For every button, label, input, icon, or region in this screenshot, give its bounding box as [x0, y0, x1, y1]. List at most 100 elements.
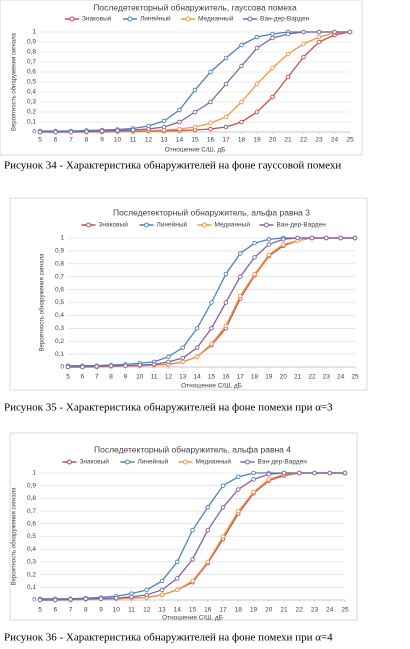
x-tick-label: 25	[351, 374, 359, 381]
x-axis-title: Отношение С/Ш, дБ	[162, 615, 223, 622]
data-point	[352, 235, 358, 241]
data-point	[137, 362, 142, 368]
data-point	[285, 51, 291, 57]
legend-marker	[127, 16, 133, 22]
y-tick-label: 0,7	[27, 508, 36, 515]
data-point	[151, 362, 157, 367]
data-point	[235, 487, 241, 492]
data-point	[159, 592, 165, 598]
y-tick-label: 0,6	[27, 521, 36, 528]
data-point	[205, 559, 210, 565]
x-tick-label: 7	[69, 137, 73, 144]
data-point	[208, 69, 213, 75]
legend-marker	[86, 222, 91, 228]
y-tick-label: 0,5	[55, 299, 64, 306]
data-point	[208, 99, 213, 105]
data-point	[251, 489, 256, 495]
data-point	[266, 477, 272, 482]
x-tick-label: 20	[280, 374, 288, 381]
x-tick-label: 11	[151, 374, 158, 381]
x-tick-label: 21	[294, 374, 302, 381]
y-tick-label: 1	[32, 29, 36, 36]
data-point	[254, 45, 260, 51]
y-tick-label: 0,4	[27, 89, 36, 96]
data-point	[281, 470, 287, 476]
data-point	[129, 594, 134, 600]
data-point	[223, 114, 229, 120]
data-point	[209, 300, 214, 305]
y-tick-label: 0,9	[27, 39, 36, 46]
x-tick-label: 7	[95, 374, 99, 381]
data-point	[223, 124, 229, 130]
legend-label: Линейный	[138, 458, 169, 466]
data-point	[316, 29, 322, 35]
data-point	[65, 364, 71, 370]
data-point	[205, 505, 210, 510]
data-point	[146, 126, 151, 132]
x-tick-label: 6	[54, 137, 58, 144]
data-point	[324, 235, 329, 241]
y-tick-label: 0	[32, 129, 36, 136]
data-point	[99, 128, 105, 134]
x-tick-label: 12	[145, 137, 153, 144]
data-point	[190, 527, 195, 533]
data-point	[94, 364, 99, 369]
data-point	[239, 119, 244, 125]
y-tick-label: 0,1	[27, 119, 36, 126]
chart-title: Последетекторный обнаружитель, гауссова …	[93, 2, 297, 12]
x-tick-label: 5	[38, 607, 42, 614]
y-tick-label: 0,3	[27, 99, 36, 106]
data-point	[174, 559, 180, 565]
data-point	[251, 470, 256, 476]
data-point	[53, 129, 58, 135]
data-point	[285, 74, 291, 80]
legend-label: Ван-дер-Варден	[258, 459, 308, 466]
data-point	[108, 363, 114, 368]
x-tick-label: 19	[253, 137, 261, 144]
x-tick-label: 10	[114, 137, 122, 144]
data-point	[209, 341, 214, 347]
data-point	[342, 470, 348, 476]
data-point	[254, 109, 260, 115]
x-axis-title: Отношение С/Ш, дБ	[181, 383, 242, 390]
data-point	[208, 120, 213, 126]
data-point	[192, 109, 198, 115]
x-tick-label: 11	[128, 607, 135, 614]
x-tick-label: 9	[124, 374, 128, 381]
data-point	[180, 355, 186, 361]
x-tick-label: 16	[207, 137, 215, 144]
x-tick-label: 17	[222, 137, 230, 144]
y-tick-label: 0,1	[55, 351, 64, 358]
data-point	[177, 107, 182, 113]
legend-marker	[183, 459, 188, 465]
data-point	[239, 63, 244, 69]
x-tick-label: 14	[194, 374, 202, 381]
x-tick-label: 16	[222, 374, 230, 381]
x-tick-label: 19	[265, 374, 273, 381]
x-tick-label: 10	[113, 607, 121, 614]
data-point	[239, 99, 244, 105]
y-tick-label: 0	[32, 597, 36, 604]
y-tick-label: 1	[32, 470, 36, 477]
y-tick-label: 0,8	[55, 261, 64, 268]
data-point	[235, 508, 241, 514]
data-point	[281, 242, 286, 247]
x-tick-label: 18	[238, 137, 246, 144]
data-point	[252, 255, 257, 260]
y-tick-label: 0,9	[55, 248, 64, 255]
data-point	[316, 34, 322, 40]
x-tick-label: 23	[315, 137, 323, 144]
data-point	[223, 271, 229, 277]
data-point	[251, 477, 256, 482]
data-point	[161, 124, 167, 130]
chart-title: Последетекторный обнаружитель, альфа рав…	[94, 444, 291, 454]
x-tick-label: 19	[250, 607, 258, 614]
y-tick-label: 0,1	[27, 584, 36, 591]
x-tick-label: 15	[189, 607, 197, 614]
x-tick-label: 13	[179, 374, 187, 381]
x-tick-label: 20	[269, 137, 277, 144]
data-point	[254, 81, 260, 87]
legend-label: Медианный	[196, 458, 232, 466]
data-point	[270, 35, 275, 41]
